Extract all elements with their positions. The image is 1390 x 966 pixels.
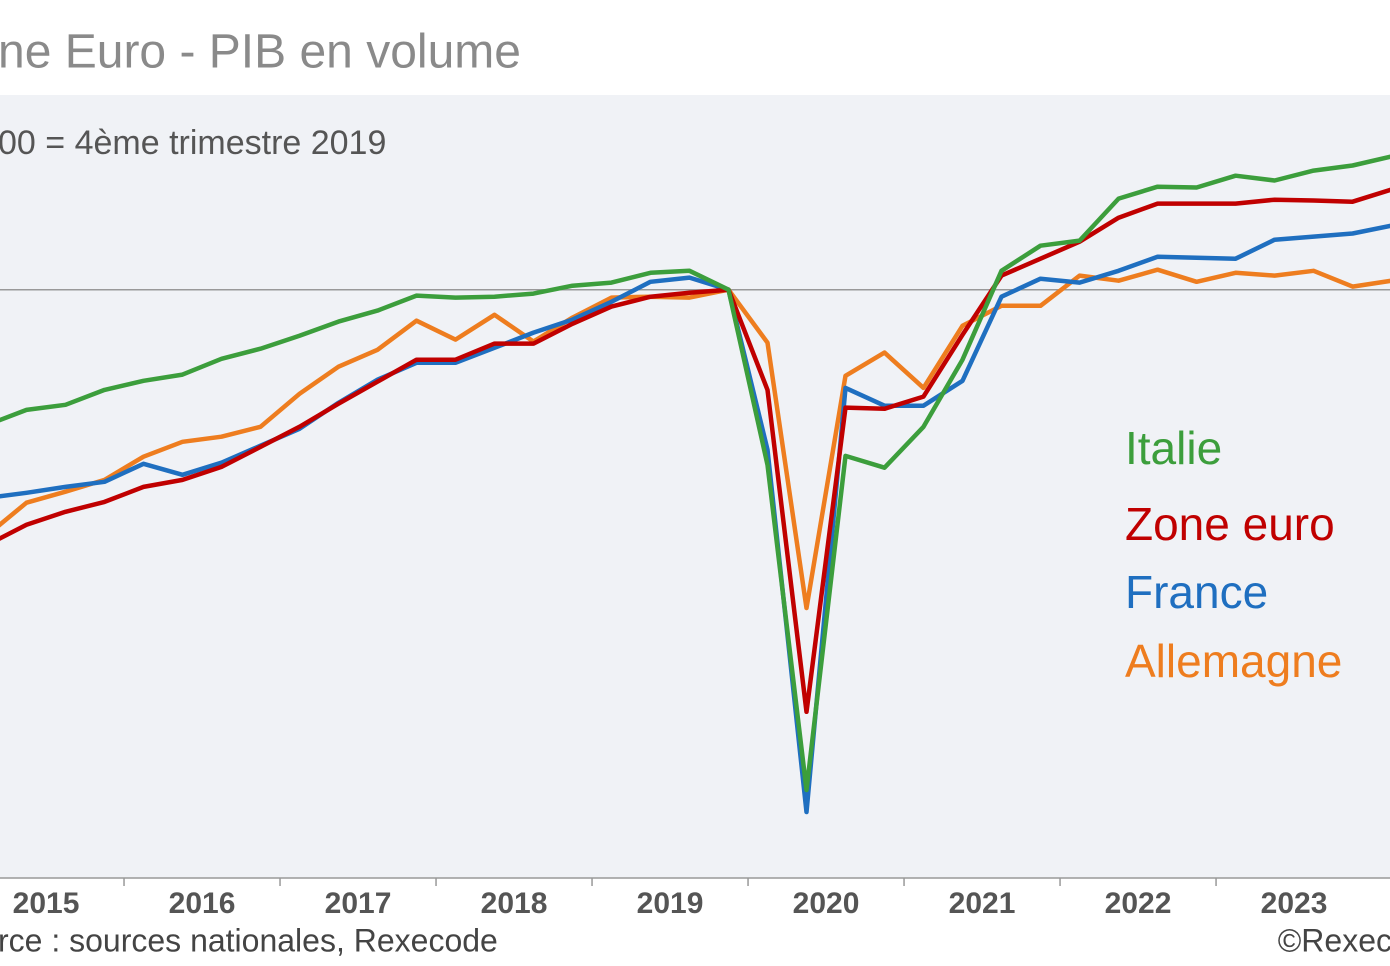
chart-title: ne Euro - PIB en volume xyxy=(0,26,521,79)
x-tick-label: 2023 xyxy=(1261,887,1328,920)
copyright: ©Rexec xyxy=(1278,922,1390,958)
x-tick-label: 2020 xyxy=(793,887,860,920)
source: rce : sources nationales, Rexecode xyxy=(0,922,498,958)
series-line xyxy=(0,154,1390,793)
series-line xyxy=(0,223,1390,815)
x-tick-label: 2022 xyxy=(1105,887,1172,920)
legend-label: Italie xyxy=(1125,422,1222,474)
x-tick-label: 2021 xyxy=(949,887,1016,920)
plot-background xyxy=(0,95,1390,878)
legend-label: Zone euro xyxy=(1125,498,1335,550)
series-line xyxy=(0,187,1390,715)
chart-subtitle: 00 = 4ème trimestre 2019 xyxy=(0,124,386,162)
x-tick-label: 2015 xyxy=(13,887,80,920)
x-tick-label: 2017 xyxy=(325,887,392,920)
legend-label: Allemagne xyxy=(1125,635,1342,687)
legend-label: France xyxy=(1125,566,1268,618)
x-tick-label: 2019 xyxy=(637,887,704,920)
series-line xyxy=(0,267,1390,611)
x-tick-label: 2016 xyxy=(169,887,236,920)
x-tick-label: 2018 xyxy=(481,887,548,920)
